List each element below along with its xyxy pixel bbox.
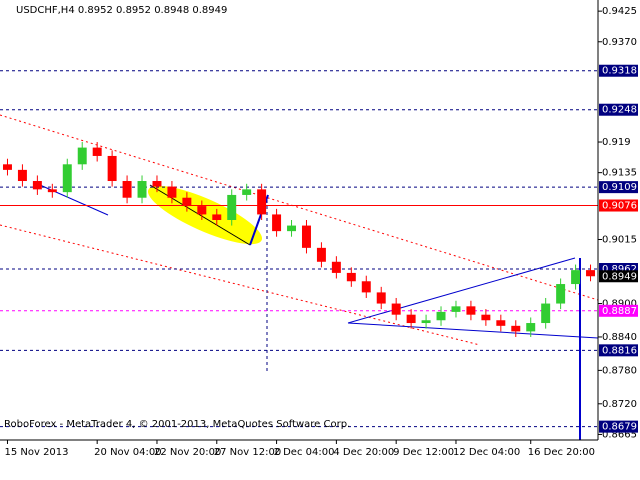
candle-body xyxy=(451,306,461,312)
candle-body xyxy=(331,261,341,273)
level-label: 0.9248 xyxy=(602,105,637,116)
candle-body xyxy=(167,186,177,198)
candle-body xyxy=(107,155,117,182)
candle-body xyxy=(227,194,237,220)
y-tick-label: 0.9015 xyxy=(602,234,637,245)
candle-body xyxy=(182,197,192,207)
candle-body xyxy=(376,292,386,304)
candle-body xyxy=(287,225,297,232)
x-tick-label: 22 Nov 20:00 xyxy=(154,447,221,458)
y-tick-label: 0.8900 xyxy=(602,299,637,310)
candle-body xyxy=(2,164,12,170)
level-label: 0.8816 xyxy=(602,345,637,356)
candle-body xyxy=(137,181,147,198)
candle-body xyxy=(511,325,521,332)
candle-body xyxy=(212,214,222,220)
candle-body xyxy=(272,214,282,232)
x-tick-label: 27 Nov 12:00 xyxy=(214,447,281,458)
candle-body xyxy=(197,206,207,215)
candle-body xyxy=(466,306,476,315)
candle-body xyxy=(556,284,566,304)
chart-title: USDCHF,H4 0.8952 0.8952 0.8948 0.8949 xyxy=(16,5,227,16)
candle-body xyxy=(152,181,162,187)
candle-body xyxy=(47,189,57,193)
y-tick-label: 0.9135 xyxy=(602,168,637,179)
x-tick-label: 16 Dec 20:00 xyxy=(528,447,595,458)
candle-body xyxy=(77,147,87,165)
candle-body xyxy=(526,323,536,332)
candle-body xyxy=(32,181,42,190)
x-tick-label: 2 Dec 04:00 xyxy=(274,447,335,458)
candle-body xyxy=(496,320,506,326)
x-tick-label: 12 Dec 04:00 xyxy=(453,447,520,458)
candle-body xyxy=(436,311,446,321)
candle-body xyxy=(301,225,311,248)
candle-body xyxy=(122,181,132,198)
candle-body xyxy=(571,270,581,285)
level-label-box xyxy=(599,103,638,116)
candle-body xyxy=(92,147,102,156)
level-label: 0.9076 xyxy=(602,201,637,212)
triangle-line xyxy=(347,322,599,339)
bid-label: 0.8949 xyxy=(602,271,637,282)
level-label-box xyxy=(599,199,638,212)
candle-body xyxy=(242,189,252,195)
candle-body xyxy=(346,272,356,282)
y-tick-label: 0.9425 xyxy=(602,6,637,17)
level-label: 0.8679 xyxy=(602,422,637,433)
candle-body xyxy=(391,303,401,315)
y-tick-label: 0.8840 xyxy=(602,332,637,343)
level-label: 0.8887 xyxy=(602,306,637,317)
wave-line xyxy=(149,184,251,246)
level-label-box xyxy=(599,181,638,194)
level-label-box xyxy=(599,304,638,317)
y-tick-label: 0.8780 xyxy=(602,365,637,376)
triangle-line xyxy=(347,257,576,324)
candle-body xyxy=(257,189,267,215)
candle-body xyxy=(361,281,371,293)
candle-body xyxy=(62,164,72,193)
plot xyxy=(0,70,598,428)
y-tick-label: 0.9370 xyxy=(602,37,637,48)
candle-body xyxy=(586,270,596,277)
x-tick-label: 4 Dec 20:00 xyxy=(333,447,394,458)
candle-body xyxy=(17,169,27,182)
level-label: 0.8962 xyxy=(602,264,637,275)
candle-body xyxy=(316,247,326,262)
level-label: 0.9318 xyxy=(602,66,637,77)
y-tick-label: 0.8665 xyxy=(602,429,637,440)
level-label: 0.9109 xyxy=(602,182,637,193)
level-label-box xyxy=(599,344,638,357)
candle-body xyxy=(421,320,431,324)
level-label-box xyxy=(599,64,638,77)
y-tick-label: 0.8720 xyxy=(602,399,637,410)
candle-body xyxy=(406,314,416,324)
x-tick-label: 15 Nov 2013 xyxy=(4,447,68,458)
footer: RoboForex - MetaTrader 4, © 2001-2013, M… xyxy=(4,419,350,430)
candle-body xyxy=(541,303,551,324)
candle-body xyxy=(481,314,491,321)
x-tick-label: 20 Nov 04:00 xyxy=(94,447,161,458)
x-tick-label: 9 Dec 12:00 xyxy=(393,447,454,458)
bid-label-box xyxy=(599,270,638,283)
level-label-box xyxy=(599,420,638,433)
y-tick-label: 0.919 xyxy=(602,137,631,148)
